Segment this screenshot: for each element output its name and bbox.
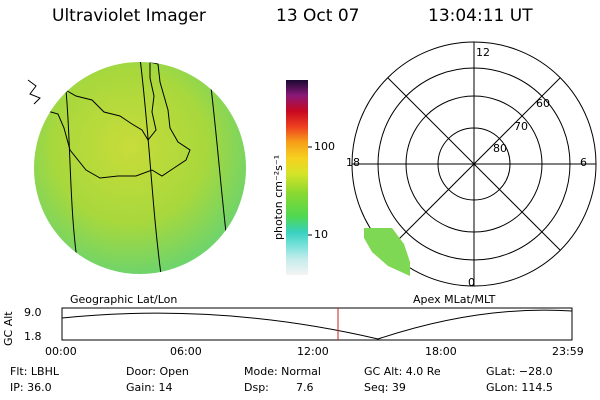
altitude-xtick: 00:00 <box>45 345 77 358</box>
polar-mlt-18: 18 <box>346 156 360 169</box>
colorbar <box>286 80 312 275</box>
info-gc-alt: GC Alt: 4.0 Re <box>364 365 441 378</box>
info-door: Door: Open <box>126 365 189 378</box>
meridian-line <box>139 62 163 274</box>
colorbar-unit-label: photon cm⁻²s⁻¹ <box>272 154 285 240</box>
info-glat: GLat: −28.0 <box>486 365 553 378</box>
polar-lat-70: 70 <box>514 120 528 133</box>
altitude-ylabel: GC Alt <box>2 311 15 346</box>
altitude-xtick: 18:00 <box>425 345 457 358</box>
time-label: 13:04:11 UT <box>428 6 533 26</box>
altitude-frame <box>61 307 573 341</box>
altitude-xtick: 23:59 <box>552 345 584 358</box>
left-panel-caption: Geographic Lat/Lon <box>70 293 178 306</box>
app-title: Ultraviolet Imager <box>52 6 206 26</box>
colorbar-tick-label: 100 <box>314 140 335 153</box>
altitude-ytick-bottom: 1.8 <box>24 330 42 343</box>
info-gain: Gain: 14 <box>126 381 173 394</box>
polar-mlt-12: 12 <box>476 46 490 59</box>
globe-disc <box>34 62 246 274</box>
polar-mlt-0: 0 <box>468 276 475 289</box>
altitude-ytick-top: 9.0 <box>24 306 42 319</box>
info-glon: GLon: 114.5 <box>486 381 553 394</box>
altitude-plot <box>61 307 573 341</box>
info-mode: Mode: Normal <box>244 365 321 378</box>
date-label: 13 Oct 07 <box>276 6 360 26</box>
coastline <box>39 62 191 179</box>
polar-image-patch <box>364 228 410 276</box>
info-dsp-label: Dsp: <box>244 381 269 394</box>
altitude-xtick: 06:00 <box>170 345 202 358</box>
polar-lat-80: 80 <box>493 142 507 155</box>
polar-plot <box>351 41 597 287</box>
colorbar-gradient <box>286 80 308 275</box>
geographic-image <box>27 62 246 274</box>
altitude-xtick: 12:00 <box>297 345 329 358</box>
altitude-curve <box>61 309 573 340</box>
coastline-outside <box>27 79 41 105</box>
info-seq: Seq: 39 <box>364 381 406 394</box>
right-panel-caption: Apex MLat/MLT <box>413 293 496 306</box>
polar-lat-60: 60 <box>536 97 550 110</box>
polar-diagonal <box>387 77 561 251</box>
info-ip: IP: 36.0 <box>10 381 52 394</box>
colorbar-tick-label: 10 <box>314 228 328 241</box>
polar-mlt-6: 6 <box>580 156 587 169</box>
info-filter: Flt: LBHL <box>10 365 59 378</box>
info-dsp-value: 7.6 <box>296 381 314 394</box>
